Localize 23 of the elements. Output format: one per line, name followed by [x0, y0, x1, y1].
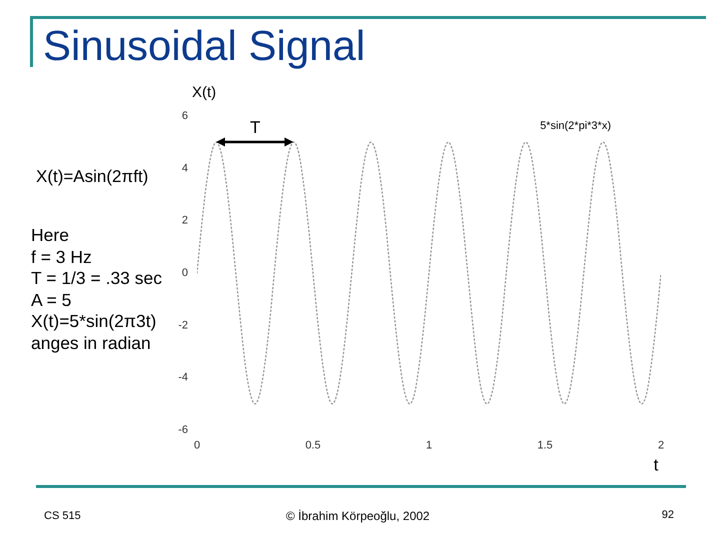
y-tick-label: -4: [178, 372, 188, 384]
x-tick-label: 1.5: [537, 440, 553, 452]
text: © İbrahim Körpeoğlu, 2002: [286, 509, 430, 523]
y-tick-label: 2: [182, 214, 188, 227]
line-series: [197, 142, 661, 404]
chart-title: Sinusoidal Signal: [43, 22, 366, 70]
y-tick-label: 0: [182, 267, 188, 280]
y-tick-label: -6: [178, 424, 188, 436]
y-axis-title: X(t): [192, 84, 216, 102]
text: Here f = 3 Hz T = 1/3 = .33 sec A = 5 X(t)=5*sin(2π3t) anges in radian: [31, 225, 162, 354]
x-tick-label: 0.5: [305, 440, 321, 452]
y-tick-label: 4: [182, 162, 188, 174]
annotation: T: [250, 118, 260, 138]
x-axis-title: t: [654, 456, 659, 475]
y-tick-label: 6: [182, 110, 188, 122]
y-tick-label: -2: [178, 319, 188, 332]
series-label: 5*sin(2*pi*3*x): [540, 120, 611, 132]
text: CS 515: [44, 509, 81, 523]
text: 92: [662, 508, 674, 522]
x-tick-label: 1: [426, 440, 432, 452]
text: X(t)=Asin(2πft): [36, 166, 148, 187]
x-tick-label: 2: [658, 440, 664, 452]
x-tick-label: 0: [194, 440, 200, 452]
